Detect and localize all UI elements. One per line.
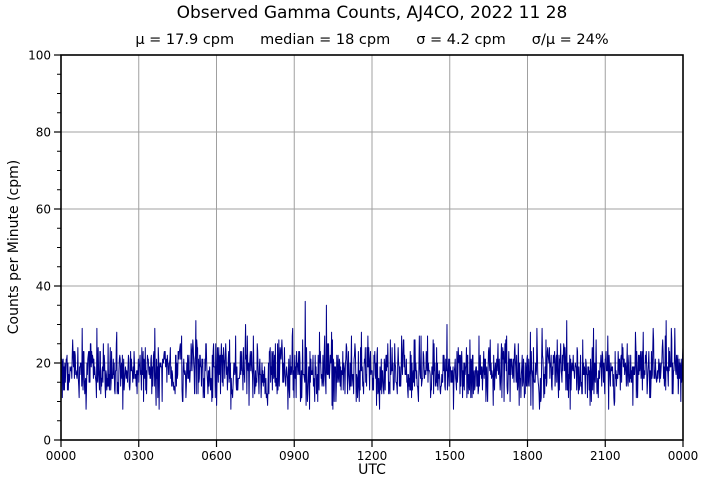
chart-title: Observed Gamma Counts, AJ4CO, 2022 11 28 bbox=[176, 3, 568, 23]
x-tick-label: 0600 bbox=[201, 449, 232, 463]
y-axis-label: Counts per Minute (cpm) bbox=[6, 159, 22, 335]
x-tick-label: 0900 bbox=[279, 449, 310, 463]
chart-stats-line: μ = 17.9 cpm median = 18 cpm σ = 4.2 cpm… bbox=[61, 31, 683, 49]
x-tick-label: 1200 bbox=[357, 449, 388, 463]
x-tick-label: 1500 bbox=[434, 449, 465, 463]
x-tick-label: 0300 bbox=[123, 449, 154, 463]
x-tick-label: 1800 bbox=[512, 449, 543, 463]
x-axis-label: UTC bbox=[358, 462, 386, 478]
y-tick-label: 20 bbox=[36, 357, 51, 371]
y-tick-label: 0 bbox=[43, 434, 51, 448]
x-tick-label: 2100 bbox=[590, 449, 621, 463]
y-tick-label: 60 bbox=[36, 203, 51, 217]
stat-median: median = 18 cpm bbox=[260, 32, 391, 48]
y-tick-label: 80 bbox=[36, 126, 51, 140]
stat-sigma-over-mean: σ/μ = 24% bbox=[531, 32, 609, 48]
x-tick-label: 0000 bbox=[46, 449, 77, 463]
stat-sigma: σ = 4.2 cpm bbox=[416, 32, 506, 48]
data-line bbox=[60, 300, 684, 410]
y-tick-label: 40 bbox=[36, 280, 51, 294]
stat-mean: μ = 17.9 cpm bbox=[135, 32, 235, 48]
x-tick-label: 0000 bbox=[668, 449, 699, 463]
y-tick-label: 100 bbox=[28, 49, 51, 63]
